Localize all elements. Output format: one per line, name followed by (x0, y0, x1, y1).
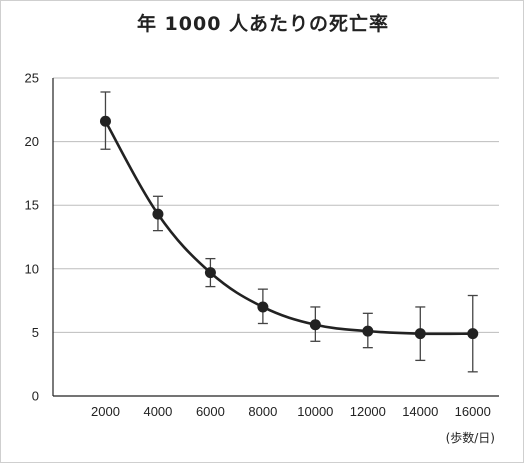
chart-title: 年 1000 人あたりの死亡率 (137, 12, 389, 35)
y-tick-label: 0 (32, 389, 39, 404)
x-tick-label: 4000 (143, 404, 172, 419)
data-point (414, 328, 426, 340)
data-point (99, 115, 111, 127)
x-tick-label: 6000 (196, 404, 225, 419)
y-tick-label: 15 (25, 198, 39, 213)
data-point (257, 301, 269, 313)
data-point (309, 319, 321, 331)
y-tick-label: 5 (32, 325, 39, 340)
y-tick-label: 25 (25, 71, 39, 86)
y-tick-label: 10 (25, 261, 39, 276)
x-tick-label: 8000 (248, 404, 277, 419)
x-tick-label: 10000 (297, 404, 333, 419)
x-tick-label: 12000 (350, 404, 386, 419)
series-layer (99, 91, 479, 373)
x-tick-label: 14000 (402, 404, 438, 419)
gridlines (53, 77, 499, 333)
x-tick-label: 2000 (91, 404, 120, 419)
axes (52, 78, 499, 397)
data-point (204, 267, 216, 279)
x-tick-label: 16000 (455, 404, 491, 419)
series-line (104, 120, 473, 336)
data-point (362, 325, 374, 337)
y-tick-label: 20 (25, 134, 39, 149)
data-point (152, 208, 164, 220)
data-point (467, 328, 479, 340)
x-axis-unit-label: (歩数/日) (446, 430, 495, 445)
tick-labels: 0 5 10 15 20 25 2000 4000 6000 8000 10000 12000 1400… (25, 71, 491, 420)
